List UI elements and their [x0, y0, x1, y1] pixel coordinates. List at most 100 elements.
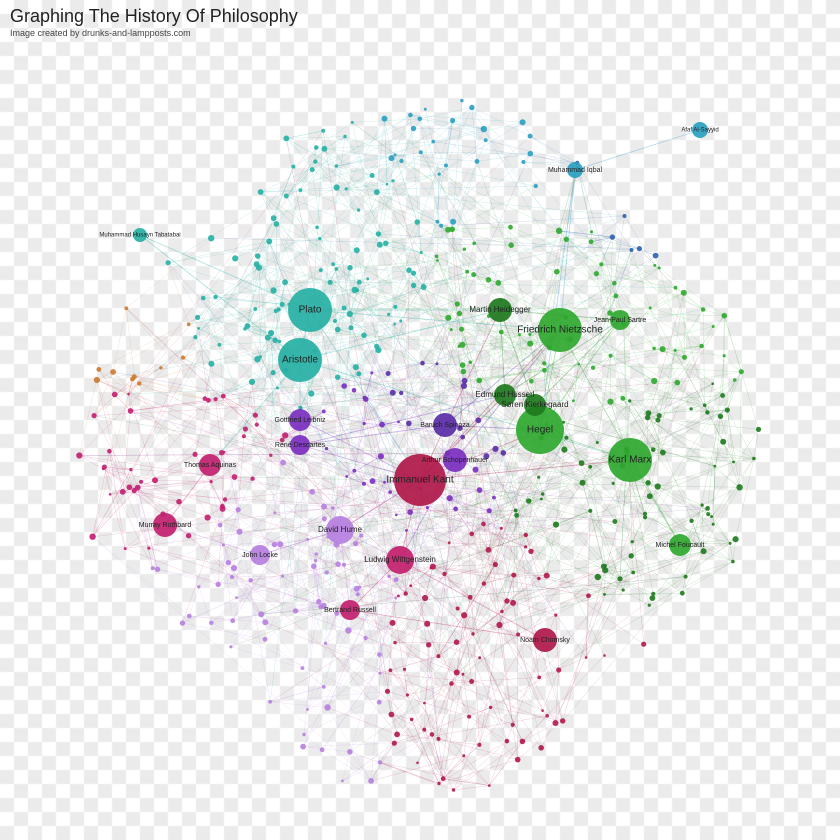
graph-node — [420, 251, 423, 254]
graph-node — [283, 136, 289, 142]
graph-node — [404, 591, 408, 595]
graph-node — [128, 408, 134, 414]
graph-node — [321, 129, 325, 133]
graph-node — [450, 328, 453, 331]
graph-node — [406, 267, 412, 273]
graph-node — [389, 712, 395, 718]
graph-node — [426, 642, 431, 647]
graph-node — [152, 477, 158, 483]
graph-node — [271, 370, 276, 375]
graph-node — [319, 268, 323, 272]
graph-node — [368, 778, 374, 784]
graph-node — [674, 286, 678, 290]
graph-node — [110, 369, 116, 375]
graph-node — [524, 545, 527, 548]
graph-node — [469, 105, 474, 110]
graph-node — [195, 315, 200, 320]
graph-node — [166, 260, 171, 265]
graph-node — [306, 538, 309, 541]
graph-node — [377, 242, 383, 248]
graph-node — [462, 378, 468, 384]
graph-node — [641, 642, 646, 647]
graph-node — [253, 307, 257, 311]
graph-node — [314, 559, 317, 562]
graph-node — [206, 398, 211, 403]
graph-node — [481, 522, 486, 527]
graph-node — [409, 584, 412, 587]
graph-node — [397, 595, 400, 598]
graph-node — [586, 593, 591, 598]
graph-node — [318, 237, 321, 240]
graph-node — [471, 632, 474, 635]
graph-node — [94, 377, 100, 383]
graph-node — [609, 354, 613, 358]
graph-node — [272, 338, 278, 344]
graph-node — [242, 434, 246, 438]
graph-node — [328, 280, 333, 285]
graph-node — [437, 737, 441, 741]
graph-node — [387, 575, 391, 579]
graph-node — [276, 387, 279, 390]
graph-node — [347, 265, 352, 270]
graph-node — [258, 611, 264, 617]
graph-node — [629, 553, 634, 558]
graph-node — [277, 541, 283, 547]
graph-node — [492, 496, 496, 500]
graph-node — [102, 465, 107, 470]
graph-node — [467, 715, 471, 719]
graph-node — [617, 576, 622, 581]
graph-node — [438, 173, 441, 176]
graph-node — [135, 485, 141, 491]
graph-node — [322, 685, 326, 689]
graph-node — [590, 230, 593, 233]
graph-node — [447, 495, 453, 501]
philosopher-node-nietzsche — [538, 308, 582, 352]
graph-node — [383, 241, 389, 247]
graph-node — [630, 248, 634, 252]
graph-node — [366, 277, 369, 280]
graph-node — [612, 281, 617, 286]
graph-node — [577, 363, 580, 366]
graph-node — [585, 656, 588, 659]
graph-node — [393, 305, 397, 309]
graph-node — [273, 511, 276, 514]
graph-node — [462, 673, 465, 676]
philosopher-node-chomsky — [533, 628, 557, 652]
graph-node — [607, 399, 613, 405]
graph-node — [620, 396, 625, 401]
graph-node — [462, 754, 465, 757]
graph-node — [713, 465, 716, 468]
graph-node — [526, 498, 532, 504]
graph-node — [310, 167, 315, 172]
graph-node — [107, 449, 112, 454]
graph-node — [353, 541, 358, 546]
graph-node — [459, 342, 465, 348]
graph-node — [374, 189, 380, 195]
graph-node — [437, 782, 440, 785]
philosopher-node-kant — [394, 454, 446, 506]
graph-node — [335, 375, 340, 380]
philosopher-node-heidegger — [488, 298, 512, 322]
graph-node — [345, 187, 348, 190]
graph-node — [643, 515, 647, 519]
graph-node — [186, 533, 191, 538]
graph-node — [603, 654, 606, 657]
graph-node — [430, 567, 433, 570]
graph-node — [623, 214, 627, 218]
graph-node — [351, 121, 354, 124]
graph-node — [554, 269, 560, 275]
graph-node — [518, 333, 521, 336]
graph-node — [282, 279, 288, 285]
graph-node — [388, 490, 392, 494]
title-block: Graphing The History Of Philosophy Image… — [10, 6, 298, 38]
philosopher-node-rothbard — [153, 513, 177, 537]
graph-node — [631, 571, 635, 575]
graph-node — [752, 457, 756, 461]
graph-node — [422, 595, 428, 601]
graph-node — [254, 356, 260, 362]
graph-node — [453, 507, 458, 512]
graph-node — [370, 173, 375, 178]
graph-node — [560, 718, 565, 723]
graph-node — [390, 620, 396, 626]
graph-node — [461, 383, 467, 389]
